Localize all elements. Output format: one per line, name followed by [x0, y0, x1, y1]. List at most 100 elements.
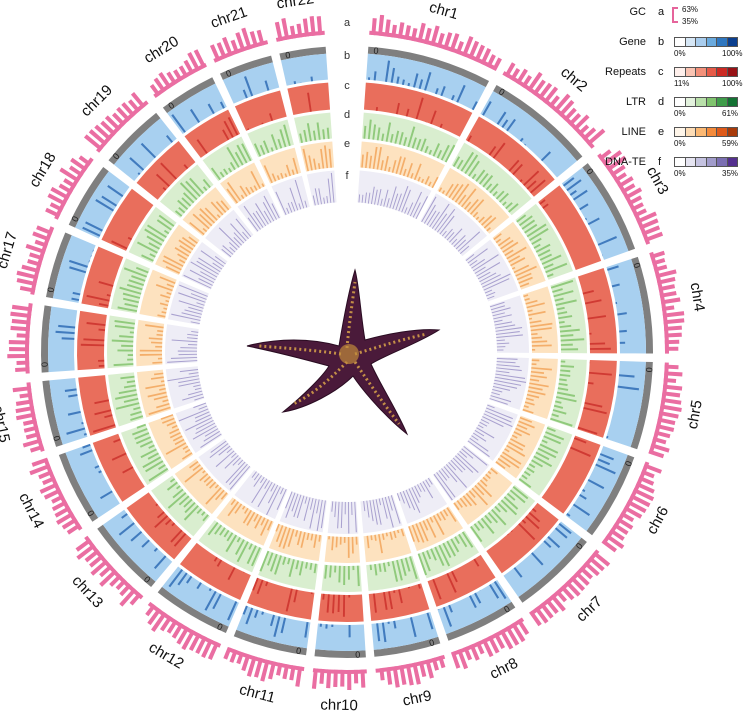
line-bar — [245, 186, 251, 195]
gc-bar — [130, 91, 146, 109]
repeats-bar — [521, 519, 527, 524]
tick-label-0: 0 — [51, 434, 62, 442]
repeats-bar — [98, 281, 114, 287]
line-bar — [443, 509, 449, 517]
line-bar — [351, 536, 354, 554]
gc-bar — [648, 449, 665, 459]
ltr-bar — [136, 423, 147, 429]
dnate-bar — [459, 450, 468, 458]
repeats-bar — [425, 121, 428, 123]
gc-bar — [651, 257, 666, 266]
repeats-bar — [589, 342, 606, 345]
ltr-bar — [460, 151, 475, 172]
line-bar — [331, 536, 334, 551]
ideogram-band — [45, 232, 72, 299]
line-bar — [155, 345, 163, 348]
track-letter-f: f — [345, 170, 349, 182]
repeats-bar — [216, 559, 223, 567]
dnate-bar — [443, 466, 458, 483]
repeats-bar — [577, 426, 598, 435]
chromosome-label: chr15 — [0, 404, 13, 444]
gene-bar — [367, 77, 371, 80]
chromosome-label: chr5 — [684, 399, 706, 431]
dnate-bar — [496, 342, 510, 345]
gc-bar — [555, 589, 568, 603]
ltr-bar — [363, 125, 367, 139]
repeats-bar — [507, 533, 509, 536]
track-letter-a: a — [344, 17, 351, 29]
ltr-bar — [539, 443, 559, 454]
ltr-bar — [234, 539, 245, 555]
repeats-track-band — [318, 593, 364, 622]
gc-bar — [229, 649, 238, 663]
dnate-bar — [485, 407, 513, 420]
gc-bar — [412, 662, 421, 685]
gc-bar — [19, 285, 36, 293]
gc-bar — [241, 27, 252, 50]
repeats-bar — [417, 583, 421, 589]
line-bar — [415, 523, 425, 543]
dnate-bar — [436, 472, 456, 498]
ltr-bar — [506, 492, 516, 501]
line-bar — [280, 172, 284, 179]
gc-bar — [201, 638, 214, 659]
gc-bar — [50, 186, 70, 200]
ltr-bar — [558, 382, 568, 387]
dnate-bar — [493, 382, 518, 389]
dnate-bar — [253, 473, 260, 481]
ltr-bar — [141, 254, 154, 262]
gc-bar — [504, 62, 516, 78]
ltr-bar — [468, 160, 480, 177]
gene-bar — [426, 612, 434, 630]
line-bar — [479, 479, 488, 487]
gene-bar — [90, 254, 92, 258]
ideogram-band — [582, 163, 636, 252]
line-bar — [276, 175, 280, 181]
line-track-band — [495, 415, 546, 479]
dnate-bar — [439, 215, 455, 235]
repeats-bar — [492, 142, 506, 159]
ltr-track-band — [202, 136, 253, 182]
dnate-bar — [190, 293, 207, 300]
gene-bar — [393, 620, 397, 629]
gc-bar — [423, 27, 432, 45]
ltr-bar — [485, 183, 493, 191]
gc-bar — [289, 25, 296, 39]
dnate-bar — [480, 419, 490, 424]
repeats-bar — [529, 179, 546, 194]
dnate-bar — [495, 331, 520, 335]
line-track-band — [259, 147, 302, 184]
gc-bar — [649, 250, 666, 259]
gene-bar — [121, 513, 128, 519]
gc-bar — [623, 505, 643, 519]
line-bar — [385, 532, 389, 537]
chromosome-label: chr18 — [26, 150, 60, 191]
line-bar — [376, 146, 382, 170]
dnate-bar — [354, 501, 357, 533]
ltr-bar — [202, 186, 208, 191]
line-bar — [527, 390, 546, 396]
gc-bar — [316, 16, 323, 36]
gene-bar — [68, 394, 78, 398]
repeats-track-band — [184, 109, 240, 158]
ltr-bar — [557, 387, 569, 391]
ltr-bar — [223, 168, 229, 175]
line-bar — [524, 297, 530, 301]
gene-bar — [299, 82, 302, 84]
dnate-bar — [194, 411, 210, 419]
line-bar — [209, 481, 217, 489]
gc-bar — [181, 629, 196, 651]
ltr-bar — [134, 432, 150, 440]
ltr-bar — [559, 378, 567, 382]
colorbar-swatch — [727, 128, 737, 136]
dnate-bar — [196, 260, 219, 275]
tick-label-0: 0 — [45, 286, 56, 293]
gene-track-band — [280, 53, 328, 86]
ltr-track-band — [451, 142, 532, 216]
gene-bar — [469, 595, 477, 609]
gene-bar — [566, 512, 571, 517]
colorbar-swatch — [706, 128, 717, 136]
line-bar — [192, 464, 201, 472]
